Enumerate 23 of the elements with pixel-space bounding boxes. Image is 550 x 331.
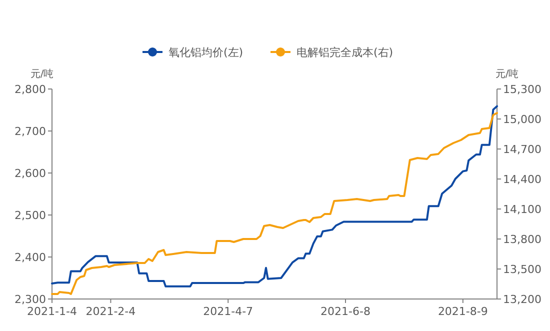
- y-tick-label: 2,300: [14, 293, 46, 306]
- y2-tick-label: 13,500: [503, 263, 542, 276]
- y2-tick-label: 13,800: [503, 233, 542, 246]
- legend-label: 氧化铝均价(左): [168, 46, 244, 59]
- x-tick-label: 2021-1-4: [27, 305, 77, 318]
- y-tick-label: 2,600: [14, 167, 46, 180]
- y2-tick-label: 15,000: [503, 113, 542, 126]
- y-tick-label: 2,400: [14, 251, 46, 264]
- x-tick-label: 2021-4-7: [203, 305, 254, 318]
- y2-tick-label: 14,700: [503, 143, 542, 156]
- y2-tick-label: 14,100: [503, 203, 542, 216]
- x-tick-label: 2021-8-9: [438, 305, 488, 318]
- x-tick-label: 2021-6-8: [320, 305, 370, 318]
- y-axis-title: 元/吨: [30, 68, 54, 80]
- x-tick-label: 2021-2-4: [86, 305, 136, 318]
- y2-axis-title: 元/吨: [495, 68, 519, 80]
- legend-label: 电解铝完全成本(右): [296, 46, 394, 59]
- y-tick-label: 2,800: [14, 83, 46, 96]
- y2-tick-label: 15,300: [503, 83, 542, 96]
- y2-tick-label: 14,400: [503, 173, 542, 186]
- y-tick-label: 2,700: [14, 125, 46, 138]
- y2-tick-label: 13,200: [503, 293, 542, 306]
- y-tick-label: 2,500: [14, 209, 46, 222]
